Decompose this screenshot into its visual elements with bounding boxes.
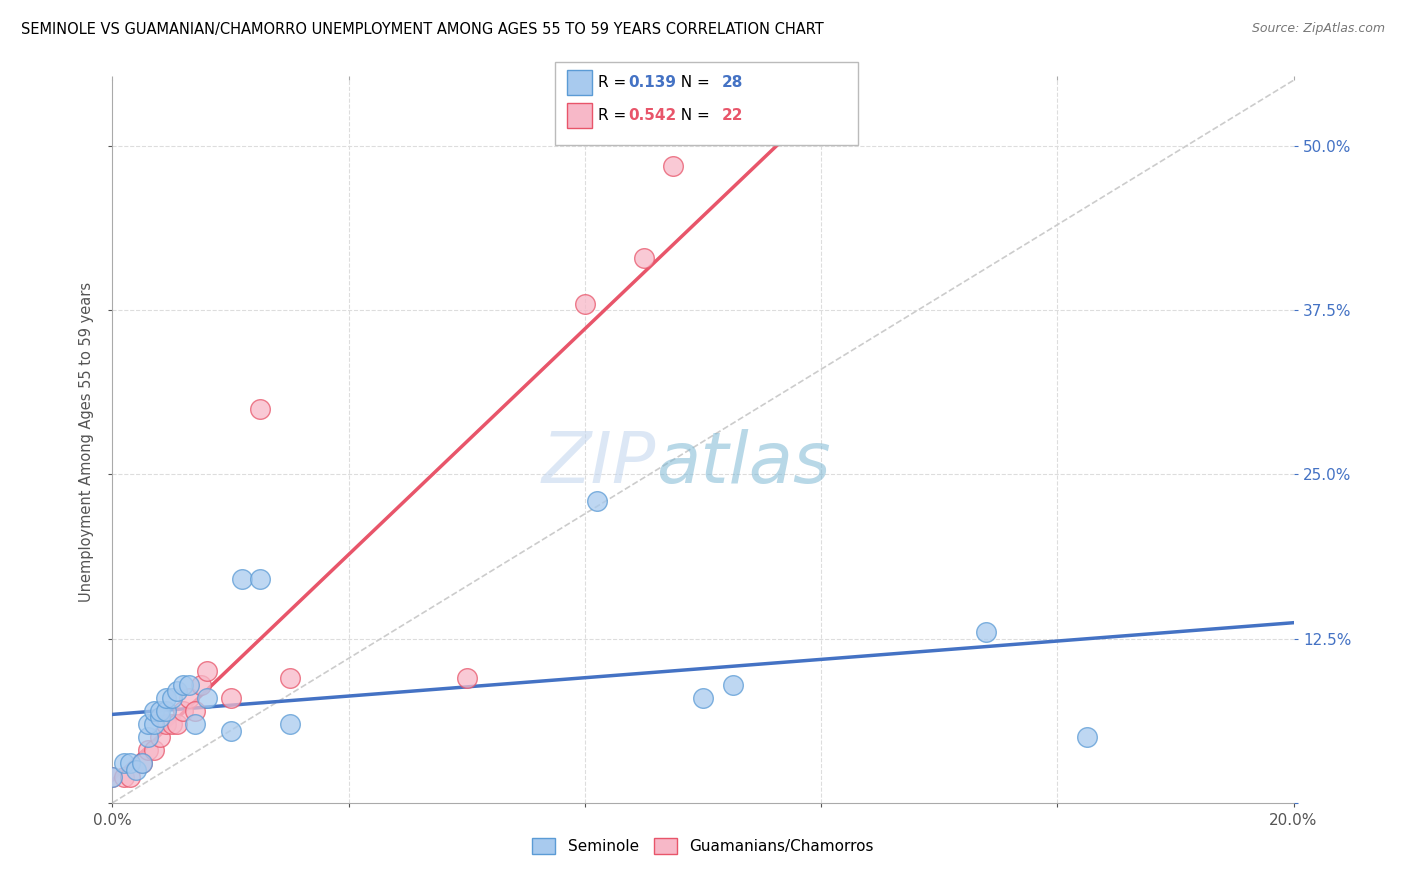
Point [231, 573, 253, 587]
Point [179, 690, 201, 705]
Point [136, 717, 159, 731]
Point [278, 717, 301, 731]
Point [184, 704, 207, 718]
Point [131, 756, 153, 771]
Point [456, 671, 478, 685]
Point [166, 717, 188, 731]
Point [101, 770, 124, 784]
Point [112, 770, 135, 784]
Point [278, 671, 301, 685]
Point [692, 690, 714, 705]
Point [172, 704, 194, 718]
Point [219, 690, 242, 705]
Point [166, 684, 188, 698]
Point [149, 704, 172, 718]
Point [662, 159, 685, 173]
Text: Source: ZipAtlas.com: Source: ZipAtlas.com [1251, 22, 1385, 36]
Point [136, 743, 159, 757]
Point [149, 730, 172, 744]
Point [120, 756, 142, 771]
Text: atlas: atlas [655, 429, 831, 498]
Point [155, 704, 177, 718]
Point [101, 770, 124, 784]
Text: 22: 22 [721, 109, 742, 123]
Text: R =: R = [598, 109, 631, 123]
Point [190, 677, 212, 691]
Point [112, 756, 135, 771]
Point [142, 704, 165, 718]
Text: 0.139: 0.139 [628, 75, 676, 89]
Point [195, 690, 218, 705]
Text: 0.542: 0.542 [628, 109, 676, 123]
Point [160, 690, 183, 705]
Text: 28: 28 [721, 75, 742, 89]
Point [142, 743, 165, 757]
Point [142, 717, 165, 731]
Y-axis label: Unemployment Among Ages 55 to 59 years: Unemployment Among Ages 55 to 59 years [79, 282, 94, 601]
Point [585, 493, 607, 508]
Text: SEMINOLE VS GUAMANIAN/CHAMORRO UNEMPLOYMENT AMONG AGES 55 TO 59 YEARS CORRELATIO: SEMINOLE VS GUAMANIAN/CHAMORRO UNEMPLOYM… [21, 22, 824, 37]
Point [721, 677, 744, 691]
Point [184, 717, 207, 731]
Text: N =: N = [671, 75, 714, 89]
Point [172, 677, 194, 691]
Point [179, 677, 201, 691]
Point [633, 251, 655, 265]
Point [195, 665, 218, 679]
Point [131, 756, 153, 771]
Point [136, 730, 159, 744]
Point [160, 717, 183, 731]
Point [120, 770, 142, 784]
Point [125, 763, 148, 777]
Text: R =: R = [598, 75, 631, 89]
Point [976, 625, 998, 640]
Text: ZIP: ZIP [541, 429, 655, 498]
Point [574, 296, 596, 310]
Text: N =: N = [671, 109, 714, 123]
Point [219, 723, 242, 738]
Point [155, 717, 177, 731]
Point [1076, 730, 1098, 744]
Point [249, 573, 271, 587]
Point [155, 690, 177, 705]
Point [249, 401, 271, 416]
Point [149, 710, 172, 724]
Legend: Seminole, Guamanians/Chamorros: Seminole, Guamanians/Chamorros [526, 832, 880, 860]
